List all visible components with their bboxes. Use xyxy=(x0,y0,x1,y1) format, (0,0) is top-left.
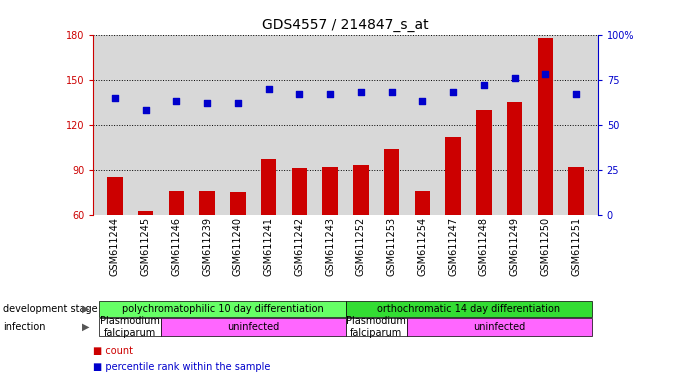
Text: uninfected: uninfected xyxy=(227,322,279,332)
Text: GSM611246: GSM611246 xyxy=(171,217,181,276)
Text: ▶: ▶ xyxy=(82,322,89,332)
Point xyxy=(478,82,489,88)
Text: GSM611247: GSM611247 xyxy=(448,217,458,276)
Text: GSM611239: GSM611239 xyxy=(202,217,212,276)
Point xyxy=(109,95,120,101)
Point xyxy=(386,89,397,95)
Text: development stage: development stage xyxy=(3,304,98,314)
Point xyxy=(232,100,243,106)
Text: Plasmodium
falciparum: Plasmodium falciparum xyxy=(100,316,160,338)
Bar xyxy=(261,159,276,215)
Bar xyxy=(346,318,407,336)
Bar xyxy=(230,192,245,215)
Bar xyxy=(346,301,591,317)
Point xyxy=(325,91,336,97)
Bar xyxy=(200,191,215,215)
Point xyxy=(140,107,151,113)
Text: infection: infection xyxy=(3,322,46,332)
Point xyxy=(417,98,428,104)
Bar xyxy=(107,177,122,215)
Text: uninfected: uninfected xyxy=(473,322,525,332)
Text: polychromatophilic 10 day differentiation: polychromatophilic 10 day differentiatio… xyxy=(122,304,323,314)
Bar xyxy=(353,166,368,215)
Point xyxy=(263,86,274,92)
Text: orthochromatic 14 day differentiation: orthochromatic 14 day differentiation xyxy=(377,304,560,314)
Text: GSM611241: GSM611241 xyxy=(263,217,274,276)
Bar xyxy=(384,149,399,215)
Text: GSM611254: GSM611254 xyxy=(417,217,428,276)
Text: Plasmodium
falciparum: Plasmodium falciparum xyxy=(346,316,406,338)
Bar xyxy=(407,318,591,336)
Text: GSM611253: GSM611253 xyxy=(387,217,397,276)
Bar xyxy=(538,38,553,215)
Bar xyxy=(292,169,307,215)
Text: GSM611242: GSM611242 xyxy=(294,217,304,276)
Point xyxy=(294,91,305,97)
Text: GSM611248: GSM611248 xyxy=(479,217,489,276)
Bar xyxy=(169,191,184,215)
Text: GSM611250: GSM611250 xyxy=(540,217,551,276)
Point xyxy=(448,89,459,95)
Text: ▶: ▶ xyxy=(82,304,89,314)
Bar xyxy=(100,301,346,317)
Bar xyxy=(138,210,153,215)
Bar xyxy=(446,137,461,215)
Text: GSM611249: GSM611249 xyxy=(510,217,520,276)
Text: GSM611251: GSM611251 xyxy=(571,217,581,276)
Bar xyxy=(569,167,584,215)
Point xyxy=(202,100,213,106)
Bar xyxy=(476,110,491,215)
Text: GSM611252: GSM611252 xyxy=(356,217,366,276)
Text: GSM611244: GSM611244 xyxy=(110,217,120,276)
Bar xyxy=(161,318,346,336)
Point xyxy=(509,75,520,81)
Text: GSM611243: GSM611243 xyxy=(325,217,335,276)
Bar xyxy=(415,191,430,215)
Point xyxy=(571,91,582,97)
Text: ■ count: ■ count xyxy=(93,346,133,356)
Title: GDS4557 / 214847_s_at: GDS4557 / 214847_s_at xyxy=(262,18,429,32)
Bar xyxy=(507,102,522,215)
Point xyxy=(171,98,182,104)
Text: GSM611240: GSM611240 xyxy=(233,217,243,276)
Text: GSM611245: GSM611245 xyxy=(140,217,151,276)
Text: ■ percentile rank within the sample: ■ percentile rank within the sample xyxy=(93,362,271,372)
Point xyxy=(355,89,366,95)
Bar xyxy=(323,167,338,215)
Bar xyxy=(100,318,161,336)
Point xyxy=(540,71,551,77)
